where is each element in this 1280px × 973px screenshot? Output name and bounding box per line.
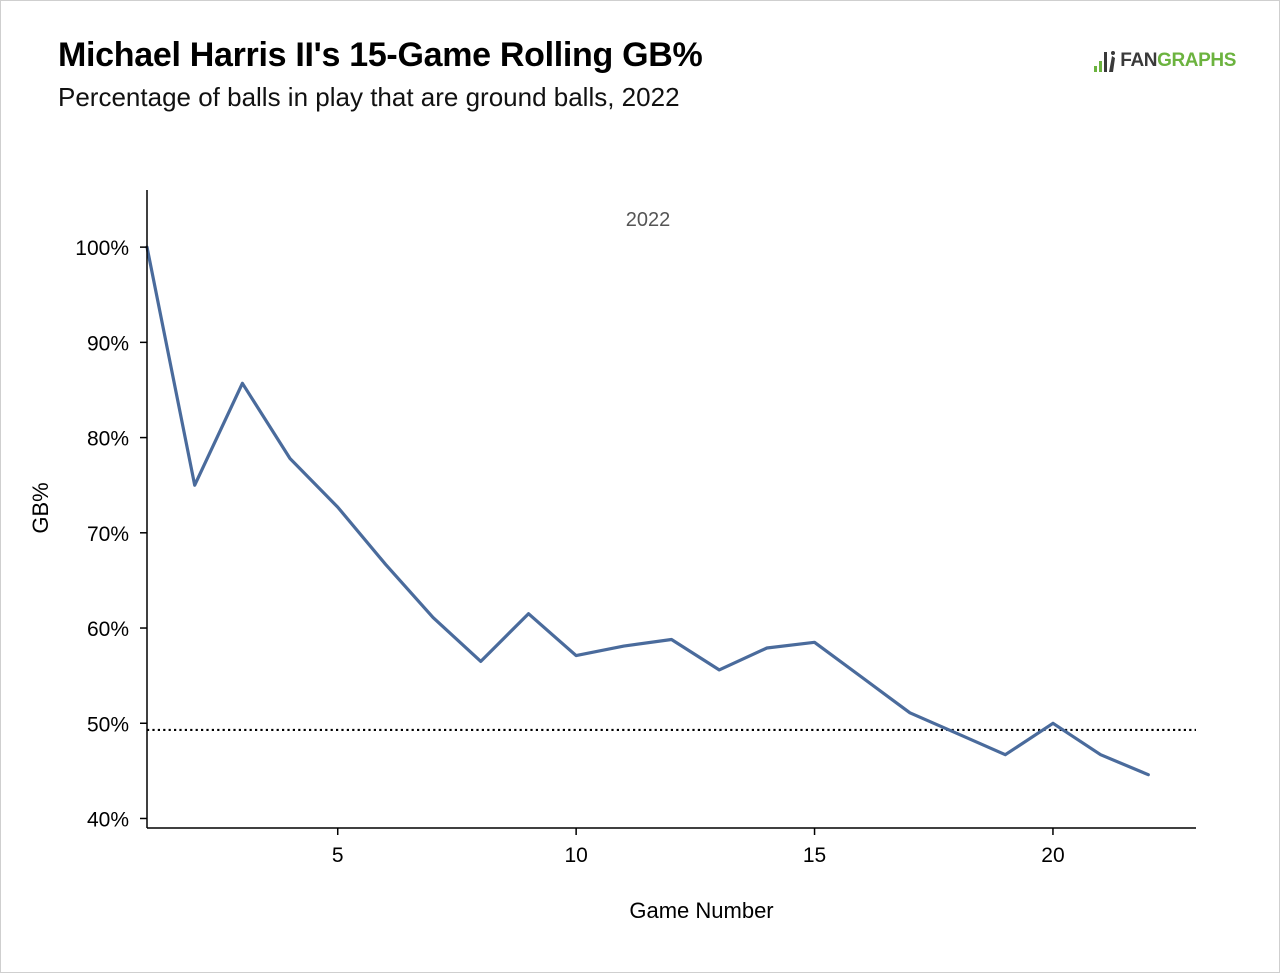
y-tick-label: 80% (87, 428, 129, 451)
x-tick-label: 10 (564, 844, 587, 867)
y-tick-label: 40% (87, 808, 129, 831)
chart-title: Michael Harris II's 15-Game Rolling GB% (58, 36, 703, 74)
y-tick-label: 90% (87, 332, 129, 355)
y-tick-label: 100% (75, 237, 129, 260)
brand-text-fan: FAN (1120, 50, 1158, 71)
x-tick-label: 5 (332, 844, 344, 867)
y-tick-label: 50% (87, 713, 129, 736)
x-tick-label: 15 (803, 844, 826, 867)
fangraphs-logo-icon (1094, 50, 1118, 72)
chart-subtitle: Percentage of balls in play that are gro… (58, 82, 680, 112)
series-line (145, 245, 1150, 777)
x-axis-title: Game Number (629, 898, 773, 923)
y-axis-title: GB% (28, 482, 53, 533)
brand-logo[interactable]: FAN GRAPHS (1094, 50, 1236, 72)
y-tick-label: 70% (87, 523, 129, 546)
panel-label: 2022 (626, 209, 671, 231)
brand-text-graphs: GRAPHS (1157, 50, 1236, 71)
y-tick-label: 60% (87, 618, 129, 641)
x-tick-label: 20 (1041, 844, 1064, 867)
